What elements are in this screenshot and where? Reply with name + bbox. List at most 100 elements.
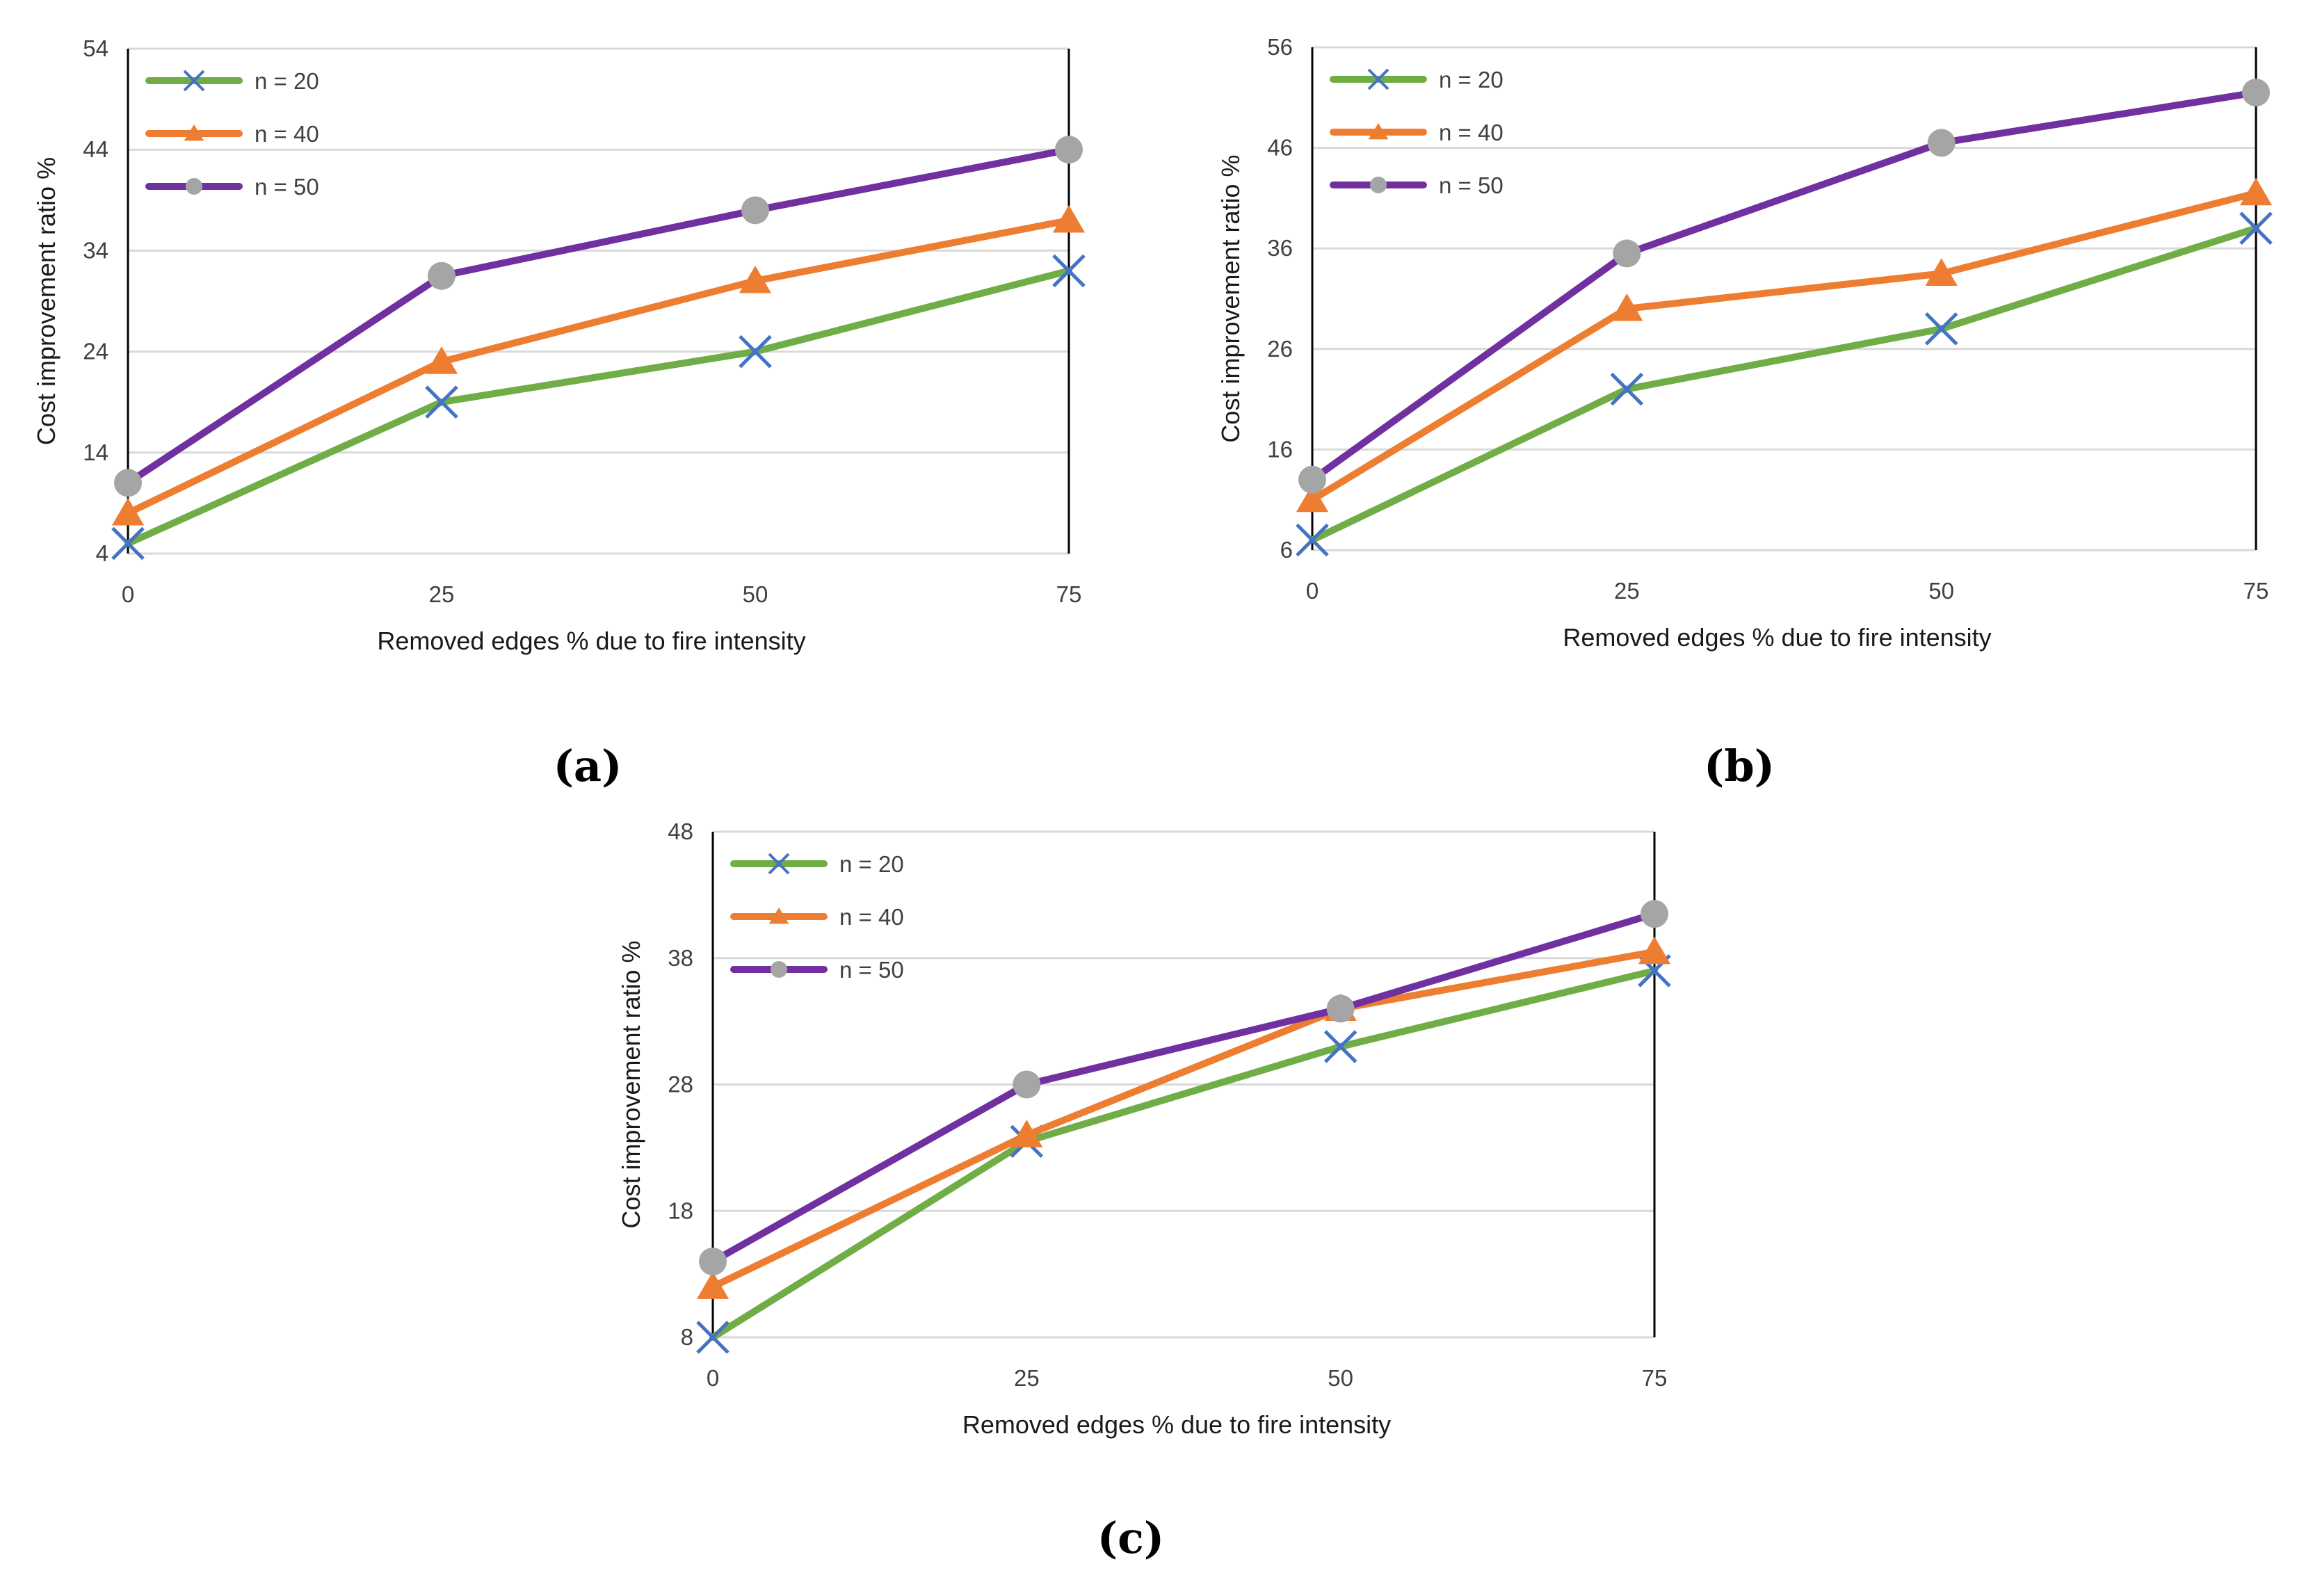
circle-marker-shape	[1055, 136, 1083, 164]
y-axis-title: Cost improvement ratio %	[1216, 154, 1245, 442]
series-line-triangle	[709, 948, 1658, 1291]
data-point-x	[1296, 523, 1329, 557]
triangle-marker-shape	[1611, 293, 1643, 321]
y-tick-label: 36	[1267, 235, 1293, 261]
chart-panel-c: 8 18 28 38 48 0 25 50 75 Removed edges % due to f…	[617, 819, 1671, 1563]
x-tick-label: 75	[1642, 1365, 1668, 1391]
data-point-x	[111, 526, 145, 561]
y-tick-label: 34	[83, 237, 108, 263]
triangle-marker-shape	[696, 1271, 730, 1299]
x-tick-label: 25	[429, 581, 455, 607]
x-tick-label: 25	[1614, 578, 1640, 604]
panel-caption: (a)	[554, 741, 622, 791]
data-point-x	[425, 385, 458, 419]
panel-caption: (c)	[1097, 1513, 1164, 1563]
legend-x-marker-stroke	[768, 853, 790, 875]
x-marker-stroke	[739, 334, 772, 369]
y-tick-label: 14	[83, 440, 108, 465]
data-point-circle	[114, 469, 142, 497]
y-axis-title: Cost improvement ratio %	[617, 940, 645, 1228]
data-point-x	[696, 1321, 730, 1354]
data-point-triangle	[739, 265, 772, 293]
data-point-x	[1610, 372, 1644, 406]
x-marker-stroke	[1296, 523, 1329, 557]
data-point-triangle	[425, 346, 458, 374]
x-axis-title: Removed edges % due to fire intensity	[962, 1410, 1391, 1439]
data-point-triangle	[1296, 484, 1329, 513]
data-point-x	[2239, 211, 2273, 245]
data-point-circle	[2242, 79, 2270, 107]
x-marker-stroke	[1924, 312, 1958, 346]
data-point-triangle	[1052, 204, 1086, 233]
data-point-triangle	[1611, 293, 1643, 321]
x-tick-label: 50	[1328, 1365, 1353, 1391]
data-point-circle	[699, 1247, 727, 1275]
x-marker-stroke	[2239, 211, 2273, 245]
y-tick-label: 16	[1267, 436, 1293, 462]
x-tick-label: 0	[122, 581, 134, 607]
circle-marker-shape	[428, 261, 456, 290]
x-tick-label: 0	[1306, 578, 1319, 604]
data-point-x	[1323, 1030, 1357, 1063]
x-tick-label: 25	[1014, 1365, 1040, 1391]
triangle-marker-shape	[1010, 1120, 1043, 1147]
series-line-x	[124, 267, 1072, 547]
legend-circle-marker	[1370, 177, 1387, 193]
panel-caption: (b)	[1704, 741, 1775, 791]
legend-label: n = 20	[1439, 67, 1504, 92]
circle-marker-shape	[741, 196, 769, 225]
x-tick-label: 0	[707, 1365, 719, 1391]
legend-label: n = 50	[1439, 172, 1504, 198]
data-point-x	[1924, 312, 1958, 346]
circle-marker-shape	[1927, 129, 1956, 157]
data-point-circle	[1927, 129, 1956, 157]
x-marker-stroke	[425, 385, 458, 419]
legend-triangle-marker	[184, 124, 204, 141]
y-tick-label: 38	[668, 945, 693, 971]
data-point-circle	[1641, 900, 1668, 928]
triangle-marker-shape	[739, 265, 772, 293]
data-point-circle	[1055, 136, 1083, 164]
series-line-circle	[709, 910, 1658, 1265]
x-tick-label: 75	[1056, 581, 1082, 607]
y-tick-label: 48	[668, 819, 693, 844]
chart-panel-b: 6 16 26 36 46 56 0 25 50 75 Removed edges % due to…	[1216, 34, 2273, 791]
data-point-x	[739, 334, 772, 369]
chart-panel-a: 4 14 24 34 44 54 0 25 50 75 Removed edges % due to…	[32, 35, 1086, 791]
triangle-marker-shape	[1052, 204, 1086, 233]
legend-label: n = 40	[839, 904, 904, 930]
legend-label: n = 40	[255, 121, 319, 147]
data-point-triangle	[111, 497, 145, 526]
x-marker-stroke	[1610, 372, 1644, 406]
legend-label: n = 50	[255, 174, 319, 200]
x-tick-label: 50	[1928, 578, 1954, 604]
data-point-triangle	[696, 1271, 730, 1299]
x-tick-label: 75	[2243, 578, 2269, 604]
data-point-circle	[1613, 239, 1641, 268]
data-point-circle	[1013, 1070, 1041, 1099]
data-point-circle	[1326, 994, 1355, 1023]
y-tick-label: 46	[1267, 135, 1293, 161]
y-tick-label: 18	[668, 1198, 693, 1223]
y-tick-label: 8	[681, 1324, 693, 1350]
circle-marker-shape	[1326, 994, 1355, 1023]
y-tick-label: 54	[83, 35, 108, 61]
x-marker-stroke	[111, 526, 145, 561]
data-point-circle	[1298, 465, 1326, 494]
y-axis-title: Cost improvement ratio %	[32, 157, 61, 445]
data-point-circle	[428, 261, 456, 290]
circle-marker-shape	[1013, 1070, 1041, 1099]
y-tick-label: 44	[83, 136, 108, 162]
y-tick-label: 26	[1267, 336, 1293, 362]
triangle-marker-shape	[111, 497, 145, 526]
series-line-triangle	[1309, 189, 2259, 503]
legend-label: n = 40	[1439, 120, 1504, 145]
triangle-marker-shape	[425, 346, 458, 374]
circle-marker-shape	[1613, 239, 1641, 268]
legend: n = 20 n = 40 n = 50	[730, 851, 904, 983]
y-tick-label: 56	[1267, 34, 1293, 60]
x-axis-title: Removed edges % due to fire intensity	[1563, 623, 1991, 652]
legend-label: n = 20	[255, 68, 319, 94]
legend: n = 20 n = 40 n = 50	[145, 68, 319, 200]
